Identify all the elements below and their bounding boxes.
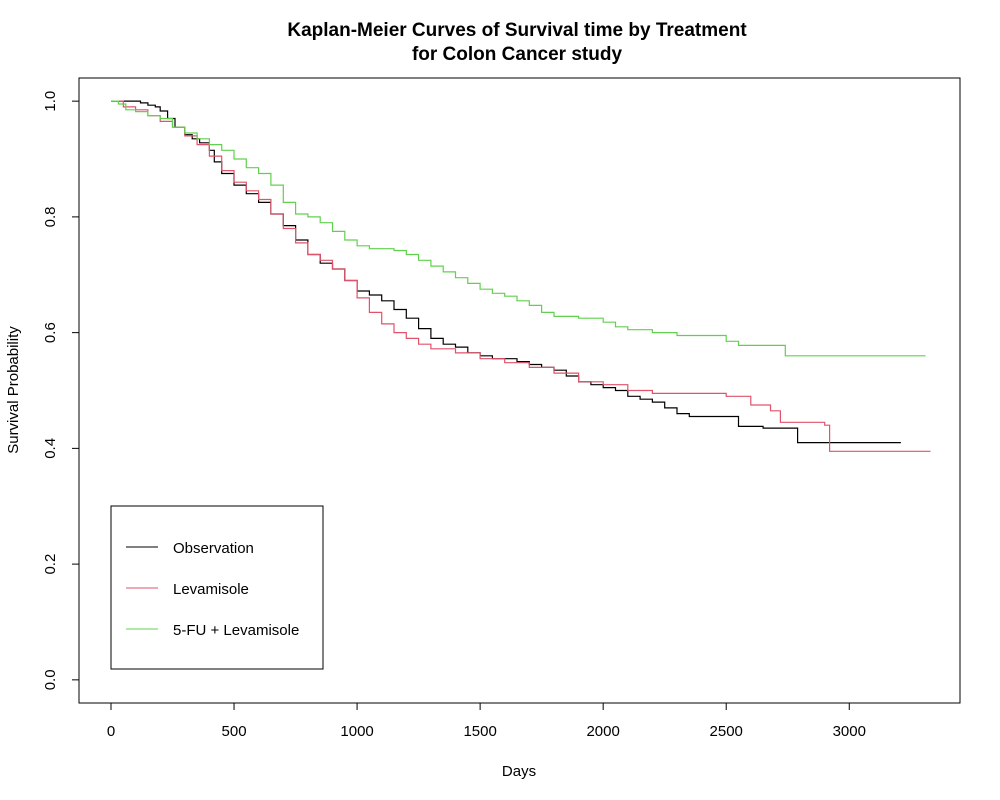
y-tick-label: 0.0 [42, 669, 59, 690]
x-tick-label: 500 [222, 723, 247, 740]
survival-curve-levamisole [111, 100, 931, 452]
chart-subtitle: for Colon Cancer study [412, 44, 623, 65]
y-tick-label: 0.6 [42, 322, 59, 343]
chart-title: Kaplan-Meier Curves of Survival time by … [287, 20, 747, 41]
x-axis: 0 500 1000 1500 2000 2500 3000 [107, 702, 866, 740]
y-tick-label: 1.0 [42, 91, 59, 112]
y-axis-label: Survival Probability [5, 326, 22, 454]
legend-label-observation: Observation [173, 540, 254, 557]
y-tick-label: 0.8 [42, 206, 59, 227]
legend: Observation Levamisole 5-FU + Levamisole [110, 505, 324, 670]
x-tick-label: 3000 [833, 723, 866, 740]
series-layer [111, 100, 931, 452]
x-tick-label: 0 [107, 723, 115, 740]
legend-label-levamisole: Levamisole [173, 581, 249, 598]
x-tick-label: 1500 [463, 723, 496, 740]
legend-label-5fu-levamisole: 5-FU + Levamisole [173, 622, 299, 639]
x-tick-label: 1000 [340, 723, 373, 740]
y-axis: 0.0 0.2 0.4 0.6 0.8 1.0 [42, 91, 80, 690]
survival-curve-observation [111, 100, 901, 444]
y-tick-label: 0.2 [42, 554, 59, 575]
x-tick-label: 2000 [586, 723, 619, 740]
y-tick-label: 0.4 [42, 438, 59, 459]
x-axis-label: Days [502, 763, 536, 780]
survival-curve-5-fu-levamisole [111, 100, 926, 357]
x-tick-label: 2500 [710, 723, 743, 740]
